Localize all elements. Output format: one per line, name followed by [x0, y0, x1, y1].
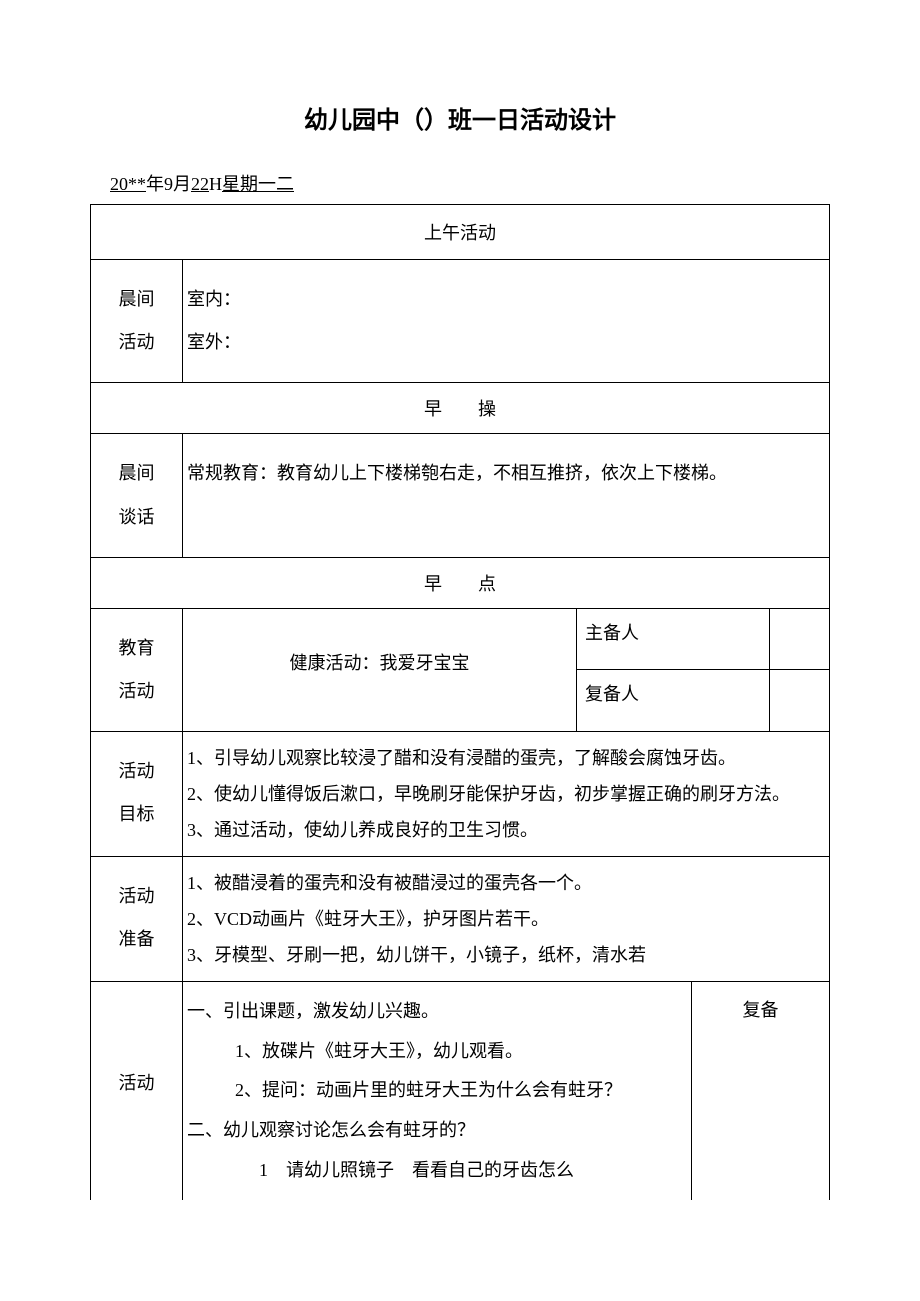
morning-activity-label: 晨间 活动	[91, 260, 183, 383]
prep-content: 1、被醋浸着的蛋壳和没有被醋浸过的蛋壳各一个。 2、VCD动画片《蛀牙大王》，护…	[183, 857, 830, 982]
date-weekday: 星期一二	[222, 174, 294, 194]
prep-item: 1、被醋浸着的蛋壳和没有被醋浸过的蛋壳各一个。	[187, 865, 825, 901]
date-line: 20**年9月22H星期一二	[90, 170, 830, 196]
talk-label: 晨间 谈话	[91, 434, 183, 557]
edu-activity-name: 健康活动：我爱牙宝宝	[183, 608, 577, 731]
table-row: 晨间 活动 室内： 室外：	[91, 260, 830, 383]
goal-item: 3、通过活动，使幼儿养成良好的卫生习惯。	[187, 812, 825, 848]
talk-content: 常规教育：教育幼儿上下楼梯匏右走，不相互推挤，依次上下楼梯。	[183, 434, 830, 557]
goal-item: 2、使幼儿懂得饭后漱口，早晚刷牙能保护牙齿，初步掌握正确的刷牙方法。	[187, 776, 825, 812]
morning-activity-content: 室内： 室外：	[183, 260, 830, 383]
goal-label: 活动 目标	[91, 732, 183, 857]
prep-item: 3、牙模型、牙刷一把，幼儿饼干，小镜子，纸杯，清水若	[187, 937, 825, 973]
process-item: 1、放碟片《蛀牙大王》，幼儿观看。	[187, 1032, 681, 1072]
main-prep-value	[769, 608, 829, 670]
process-item: 2、提问：动画片里的蛀牙大王为什么会有蛀牙？	[187, 1071, 681, 1111]
indoor-label: 室内：	[187, 278, 825, 321]
table-row: 早 点	[91, 557, 830, 608]
process-item: 二、幼儿观察讨论怎么会有蛀牙的？	[187, 1111, 681, 1151]
process-content: 一、引出课题，激发幼儿兴趣。 1、放碟片《蛀牙大王》，幼儿观看。 2、提问：动画…	[183, 982, 692, 1200]
table-row: 活动 一、引出课题，激发幼儿兴趣。 1、放碟片《蛀牙大王》，幼儿观看。 2、提问…	[91, 982, 830, 1200]
table-row: 教育 活动 健康活动：我爱牙宝宝 主备人	[91, 608, 830, 670]
process-item: 一、引出课题，激发幼儿兴趣。	[187, 992, 681, 1032]
process-label: 活动	[91, 982, 183, 1200]
table-row: 上午活动	[91, 205, 830, 260]
date-h: H	[209, 174, 222, 194]
page-title: 幼儿园中（）班一日活动设计	[90, 100, 830, 135]
date-year: 20**	[110, 174, 146, 194]
schedule-table: 上午活动 晨间 活动 室内： 室外： 早 操 晨间 谈话 常规教育：教育幼儿上下…	[90, 204, 830, 1200]
date-mid: 年9月	[146, 174, 191, 194]
exercise-header: 早 操	[91, 383, 830, 434]
goal-content: 1、引导幼儿观察比较浸了醋和没有浸醋的蛋壳，了解酸会腐蚀牙齿。 2、使幼儿懂得饭…	[183, 732, 830, 857]
morning-header: 上午活动	[91, 205, 830, 260]
main-prep-label: 主备人	[576, 608, 769, 670]
table-row: 活动 目标 1、引导幼儿观察比较浸了醋和没有浸醋的蛋壳，了解酸会腐蚀牙齿。 2、…	[91, 732, 830, 857]
goal-item: 1、引导幼儿观察比较浸了醋和没有浸醋的蛋壳，了解酸会腐蚀牙齿。	[187, 740, 825, 776]
table-row: 早 操	[91, 383, 830, 434]
sub-prep-value	[769, 670, 829, 732]
date-day: 22	[191, 174, 209, 194]
snack-header: 早 点	[91, 557, 830, 608]
fubei-label: 复备	[691, 982, 829, 1200]
outdoor-label: 室外：	[187, 321, 825, 364]
table-row: 活动 准备 1、被醋浸着的蛋壳和没有被醋浸过的蛋壳各一个。 2、VCD动画片《蛀…	[91, 857, 830, 982]
edu-label: 教育 活动	[91, 608, 183, 731]
prep-label: 活动 准备	[91, 857, 183, 982]
sub-prep-label: 复备人	[576, 670, 769, 732]
prep-item: 2、VCD动画片《蛀牙大王》，护牙图片若干。	[187, 901, 825, 937]
table-row: 晨间 谈话 常规教育：教育幼儿上下楼梯匏右走，不相互推挤，依次上下楼梯。	[91, 434, 830, 557]
process-item: 1 请幼儿照镜子 看看自己的牙齿怎么	[187, 1151, 681, 1191]
